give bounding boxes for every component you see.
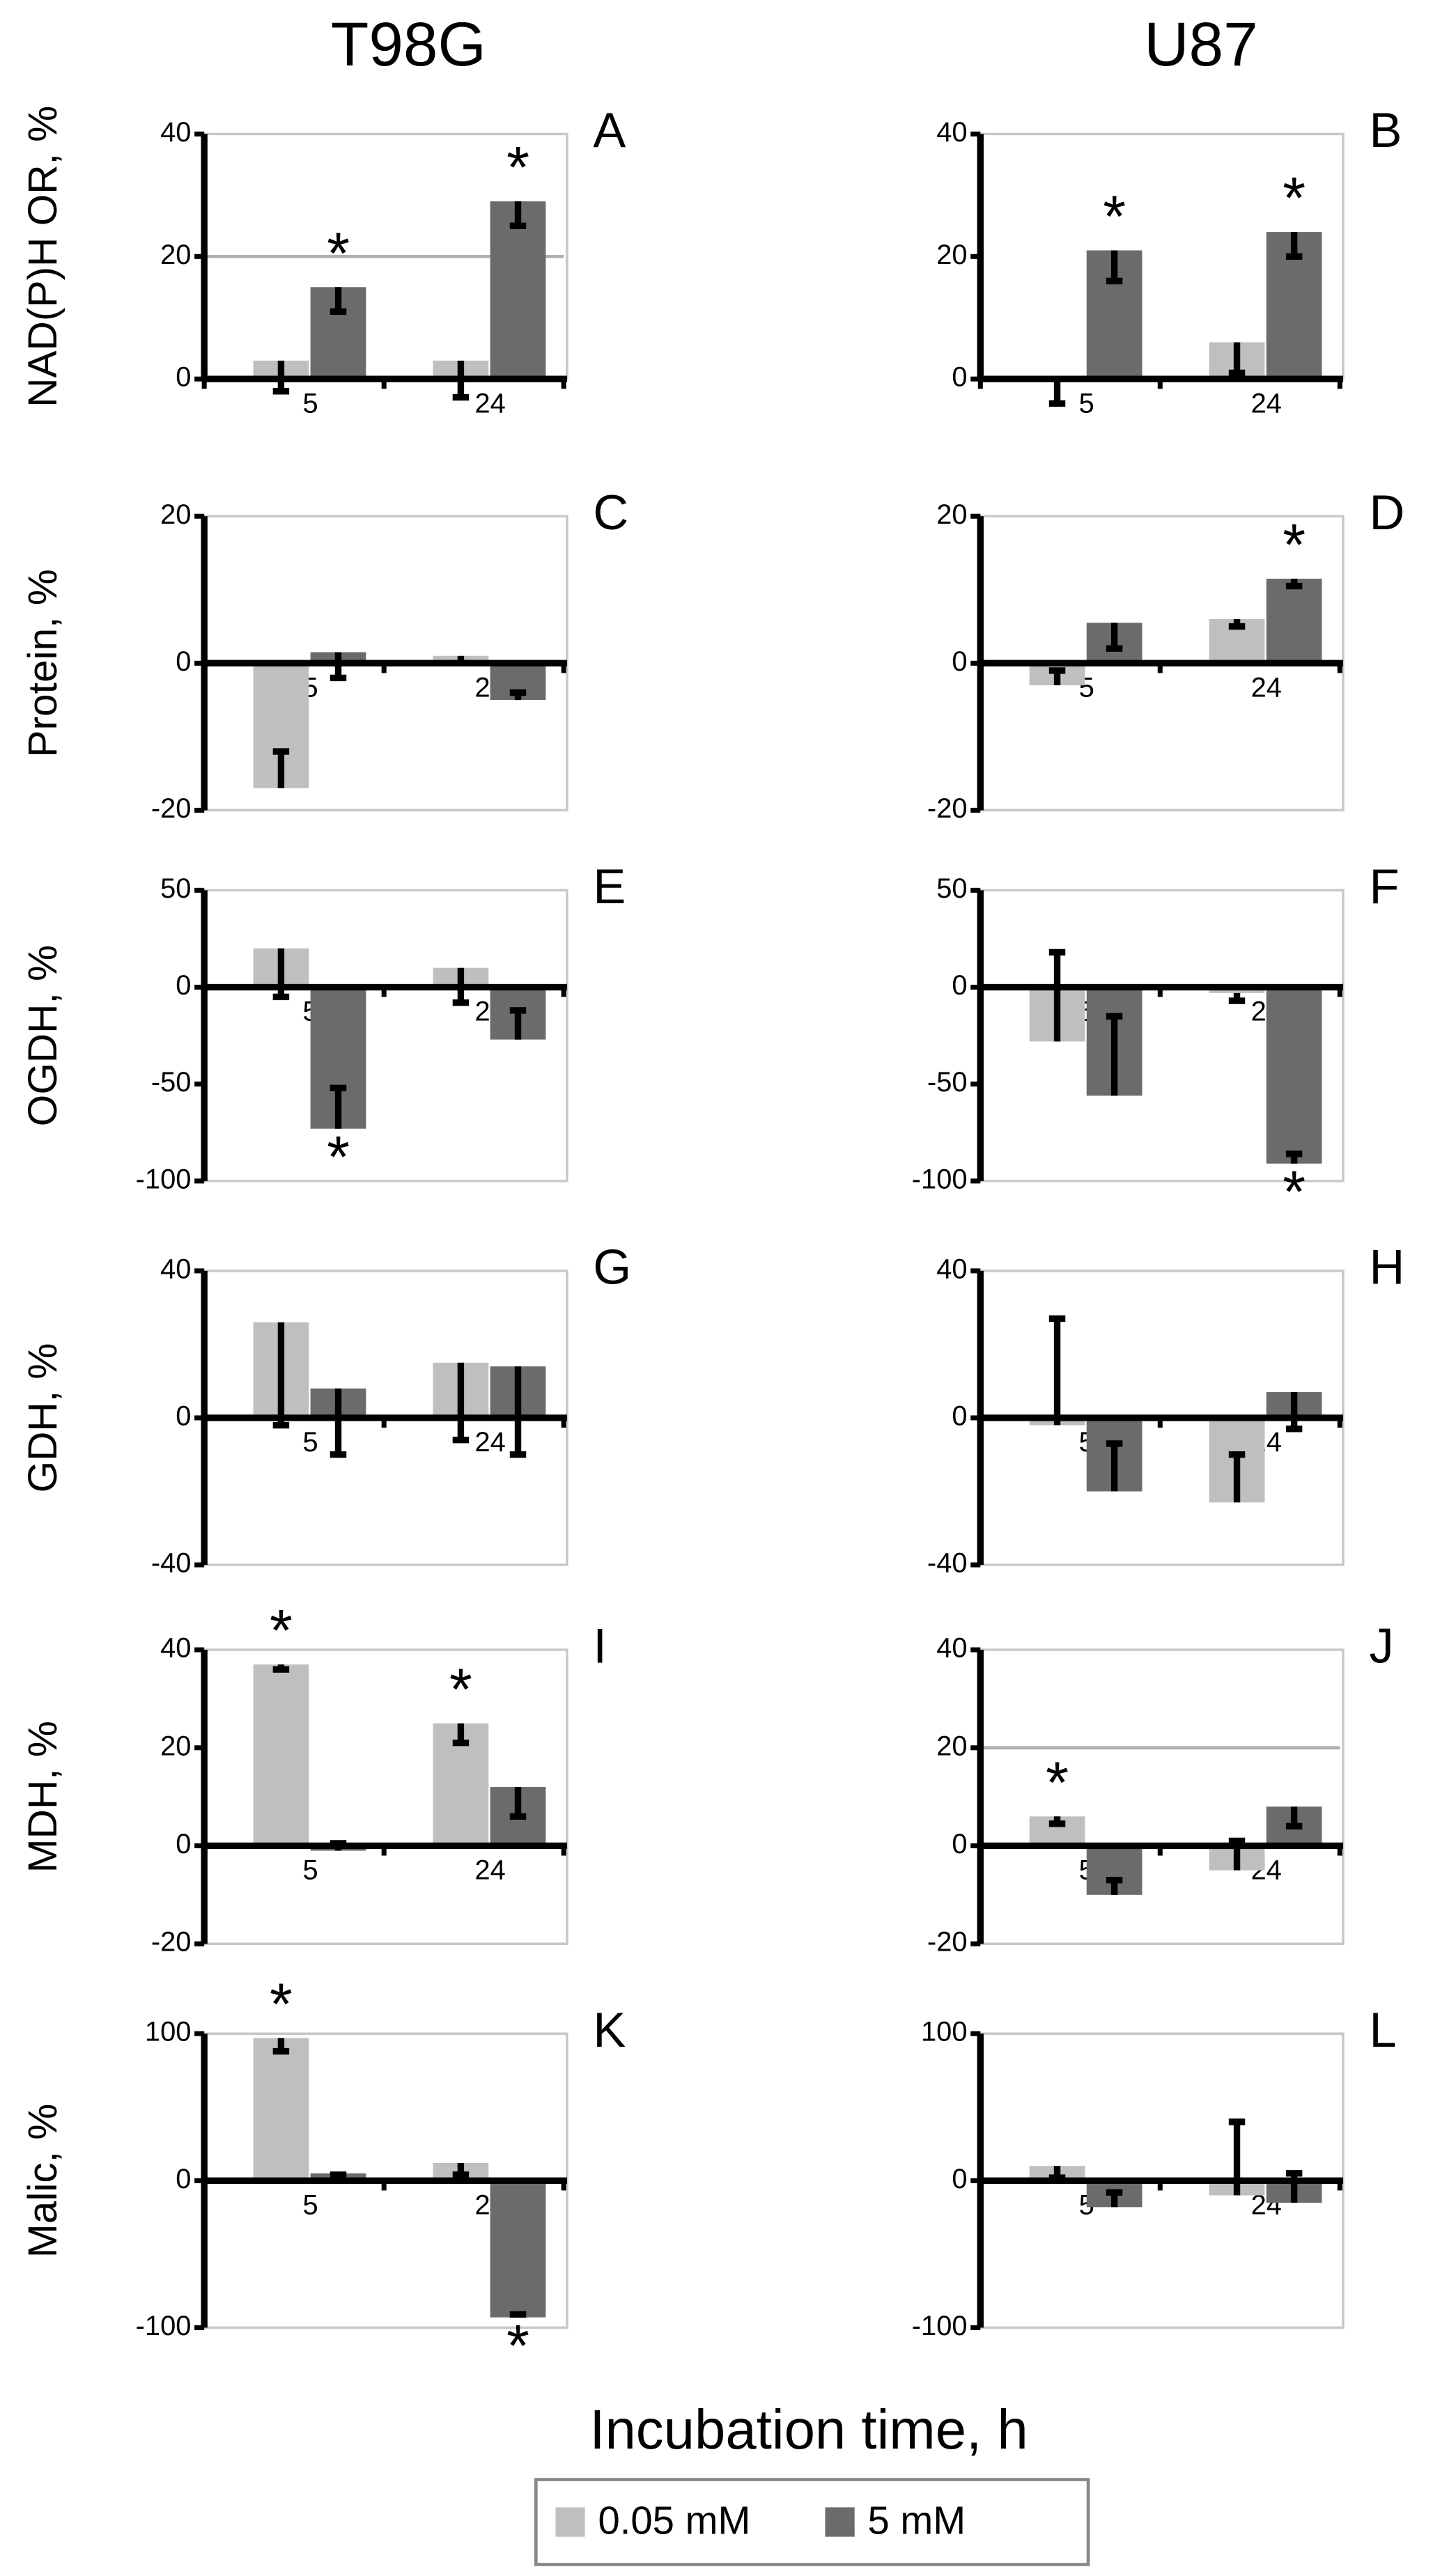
bar	[1266, 578, 1322, 664]
bar	[490, 201, 546, 380]
significance-mark: *	[270, 1598, 293, 1663]
y-tick-label: 50	[160, 873, 191, 904]
significance-mark: *	[327, 1124, 350, 1189]
y-axis-label: GDH, %	[20, 1343, 65, 1492]
legend-label: 5 mM	[867, 2499, 966, 2543]
x-tick-label: 24	[474, 1855, 505, 1886]
y-tick-label: 100	[145, 2017, 192, 2047]
significance-mark: *	[1046, 1749, 1069, 1815]
y-tick-label: 40	[936, 1633, 967, 1664]
y-tick-label: 50	[936, 873, 967, 904]
panel-label: E	[593, 859, 626, 914]
x-axis-label: Incubation time, h	[589, 2398, 1028, 2460]
y-tick-label: 20	[160, 240, 191, 270]
y-tick-label: 40	[160, 117, 191, 148]
y-tick-label: 0	[176, 970, 191, 1001]
legend-swatch	[825, 2507, 855, 2537]
significance-mark: *	[1283, 165, 1306, 231]
panel-label: K	[593, 2002, 626, 2057]
panel-label: G	[593, 1239, 631, 1294]
y-tick-label: -20	[927, 1927, 968, 1958]
y-tick-label: 0	[952, 2164, 967, 2194]
y-tick-label: 40	[160, 1633, 191, 1664]
y-tick-label: 40	[936, 117, 967, 148]
panel-label: F	[1370, 859, 1400, 914]
y-tick-label: 20	[160, 1731, 191, 1761]
x-tick-label: 24	[1251, 672, 1282, 703]
plot-frame	[979, 1648, 1345, 1945]
y-tick-label: 100	[921, 2017, 968, 2047]
panel-label: D	[1370, 485, 1405, 540]
y-axis-label: OGDH, %	[20, 945, 65, 1127]
y-tick-label: 0	[952, 970, 967, 1001]
y-tick-label: -100	[912, 1164, 968, 1194]
significance-mark: *	[1283, 512, 1306, 577]
y-axis-label: NAD(P)H OR, %	[20, 106, 65, 407]
y-tick-label: 20	[160, 499, 191, 530]
y-tick-label: -20	[151, 1927, 192, 1958]
bar	[253, 2038, 309, 2181]
y-tick-label: 20	[936, 240, 967, 270]
significance-mark: *	[449, 1657, 472, 1722]
y-tick-label: 0	[176, 2164, 191, 2194]
panel-label: B	[1370, 102, 1402, 157]
y-tick-label: -50	[151, 1067, 192, 1098]
bar	[1266, 987, 1322, 1164]
y-tick-label: -100	[136, 1164, 192, 1194]
column-title: U87	[1144, 9, 1257, 79]
x-tick-label: 5	[303, 1855, 318, 1886]
significance-mark: *	[1103, 184, 1126, 249]
y-tick-label: 0	[176, 646, 191, 677]
y-tick-label: -100	[136, 2311, 192, 2341]
panel-label: C	[593, 485, 628, 540]
y-tick-label: 0	[952, 362, 967, 393]
panel-label: L	[1370, 2002, 1397, 2057]
y-axis-label: Malic, %	[20, 2104, 65, 2258]
significance-mark: *	[327, 220, 350, 286]
y-tick-label: 40	[160, 1254, 191, 1284]
y-tick-label: 0	[176, 1400, 191, 1431]
x-tick-label: 24	[474, 388, 505, 419]
x-tick-label: 5	[303, 1427, 318, 1458]
panel-label: I	[593, 1618, 607, 1673]
y-tick-label: 40	[936, 1254, 967, 1284]
bar	[490, 2180, 546, 2318]
x-tick-label: 5	[303, 2189, 318, 2220]
y-tick-label: 0	[176, 362, 191, 393]
significance-mark: *	[506, 134, 529, 200]
y-tick-label: -20	[151, 793, 192, 824]
y-tick-label: -50	[927, 1067, 968, 1098]
y-tick-label: 0	[952, 646, 967, 677]
x-tick-label: 24	[1251, 388, 1282, 419]
legend-box	[534, 2478, 1090, 2566]
panel-label: H	[1370, 1239, 1405, 1294]
significance-mark: *	[1283, 1159, 1306, 1224]
y-tick-label: -100	[912, 2311, 968, 2341]
x-tick-label: 24	[474, 1427, 505, 1458]
panel-label: J	[1370, 1618, 1394, 1673]
y-axis-label: MDH, %	[20, 1721, 65, 1873]
y-tick-label: -20	[927, 793, 968, 824]
y-tick-label: 0	[176, 1829, 191, 1859]
y-tick-label: 0	[952, 1400, 967, 1431]
bar	[253, 1664, 309, 1846]
panel-label: A	[593, 102, 626, 157]
y-axis-label: Protein, %	[20, 569, 65, 757]
significance-mark: *	[506, 2313, 529, 2378]
column-title: T98G	[331, 9, 486, 79]
legend-swatch	[555, 2507, 585, 2537]
y-tick-label: -40	[151, 1548, 192, 1579]
y-tick-label: 20	[936, 1731, 967, 1761]
x-tick-label: 5	[1079, 388, 1094, 419]
y-tick-label: -40	[927, 1548, 968, 1579]
y-tick-label: 20	[936, 499, 967, 530]
legend-label: 0.05 mM	[598, 2499, 750, 2543]
y-tick-label: 0	[952, 1829, 967, 1859]
significance-mark: *	[270, 1972, 293, 2037]
x-tick-label: 5	[303, 388, 318, 419]
